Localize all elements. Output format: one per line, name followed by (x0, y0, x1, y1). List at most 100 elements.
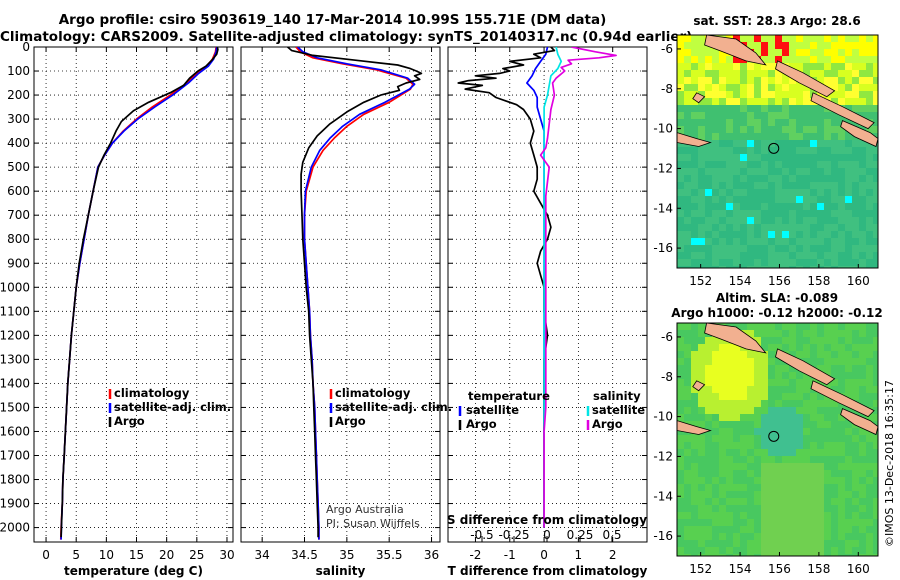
sst-cell (726, 259, 734, 267)
sst-cell (775, 105, 783, 113)
sla-cell (775, 547, 783, 555)
sla-cell (719, 449, 727, 457)
sst-cell (803, 119, 811, 127)
sla-map-subtitle: Argo h1000: -0.12 h2000: -0.12 (671, 306, 882, 320)
sst-cell (838, 140, 846, 148)
sla-cell (775, 456, 783, 464)
sst-cell (775, 70, 783, 78)
sst-cell (691, 91, 699, 99)
sst-cell (726, 252, 734, 260)
sst-cell (768, 119, 776, 127)
sla-cell (677, 505, 685, 513)
sst-cell (719, 126, 727, 134)
sla-cell (782, 449, 790, 457)
sla-cell (852, 470, 860, 478)
sla-cell (677, 512, 685, 520)
sla-cell (712, 491, 720, 499)
sla-cell (873, 512, 878, 520)
sla-cell (726, 554, 734, 556)
sla-cell (684, 337, 692, 345)
sst-cell (712, 112, 720, 120)
sla-cell (754, 351, 762, 359)
sla-cell (677, 407, 685, 415)
sla-cell (733, 358, 741, 366)
sst-cell (775, 238, 783, 246)
sla-cell (845, 470, 853, 478)
sst-cell (747, 161, 755, 169)
sst-cell (733, 252, 741, 260)
sla-cell (838, 337, 846, 345)
sla-cell (838, 470, 846, 478)
sst-cell (817, 112, 825, 120)
sla-cell (733, 463, 741, 471)
sst-cell (691, 189, 699, 197)
sst-cell (831, 224, 839, 232)
sla-cell (726, 547, 734, 555)
sla-cell (754, 449, 762, 457)
sst-cell (719, 252, 727, 260)
sst-cell (733, 259, 741, 267)
sst-cell (677, 224, 685, 232)
sla-cell (684, 379, 692, 387)
sst-cell (698, 210, 706, 218)
sst-cell (747, 133, 755, 141)
sst-cell (733, 182, 741, 190)
sla-cell (677, 442, 685, 450)
sst-cell (775, 98, 783, 106)
sst-cell (824, 77, 832, 85)
sla-cell (789, 477, 797, 485)
sla-cell (845, 449, 853, 457)
sla-cell (684, 442, 692, 450)
depth-tick-label: 1100 (0, 304, 30, 318)
sla-cell (684, 498, 692, 506)
sla-cell (719, 456, 727, 464)
sla-cell (838, 540, 846, 548)
sst-cell (789, 175, 797, 183)
sla-cell (698, 393, 706, 401)
sst-cell (866, 49, 874, 57)
sst-cell (796, 98, 804, 106)
sla-cell (698, 533, 706, 541)
sla-cell (845, 442, 853, 450)
sla-cell (705, 540, 713, 548)
sla-cell (796, 393, 804, 401)
sst-cell (726, 56, 734, 64)
sst-land (840, 120, 878, 148)
sla-cell (789, 365, 797, 373)
sla-cell (803, 470, 811, 478)
sst-cell (859, 154, 867, 162)
sst-cell (789, 189, 797, 197)
sst-cell (817, 196, 825, 204)
depth-tick-label: 400 (7, 136, 30, 150)
sst-cell (817, 49, 825, 57)
sla-cell (733, 365, 741, 373)
sla-cell (796, 400, 804, 408)
sla-cell (831, 456, 839, 464)
sst-cell (712, 77, 720, 85)
sst-cell (782, 119, 790, 127)
sst-ytick-label: -14 (653, 201, 673, 215)
sla-cell (733, 526, 741, 534)
sla-cell (677, 533, 685, 541)
sla-cell (712, 379, 720, 387)
sst-cell (733, 147, 741, 155)
sst-cell (740, 126, 748, 134)
sla-cell (712, 372, 720, 380)
sst-cell (733, 126, 741, 134)
sst-cell (768, 42, 776, 50)
sla-cell (698, 372, 706, 380)
sla-cell (803, 435, 811, 443)
sst-cell (817, 175, 825, 183)
sst-cell (817, 217, 825, 225)
sst-cell (677, 175, 685, 183)
sst-cell (719, 98, 727, 106)
sla-cell (838, 330, 846, 338)
sst-cell (831, 266, 839, 268)
sla-cell (719, 491, 727, 499)
sst-cell (873, 168, 878, 176)
sst-cell (866, 182, 874, 190)
sst-cell (761, 252, 769, 260)
sst-cell (677, 84, 685, 92)
sst-cell (705, 126, 713, 134)
sla-cell (712, 533, 720, 541)
